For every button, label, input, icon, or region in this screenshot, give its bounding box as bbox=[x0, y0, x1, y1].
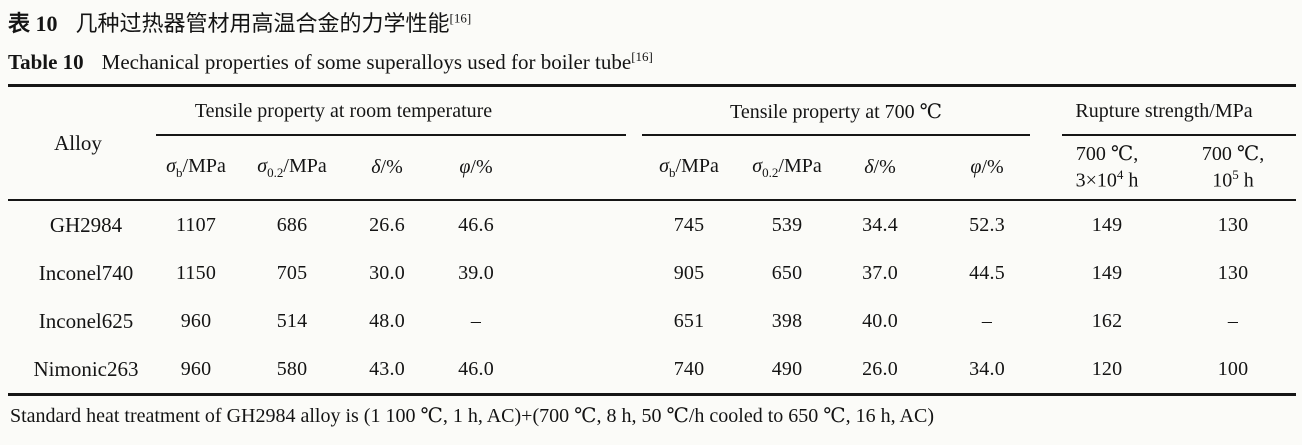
table-row: Inconel740 1150 705 30.0 39.0 905 650 37.0 44.5 1… bbox=[8, 249, 1296, 297]
value-cell: 46.0 bbox=[458, 357, 494, 380]
column-group-rupture-strength: Rupture strength/MPa bbox=[1044, 87, 1297, 137]
value-cell: 740 bbox=[673, 357, 705, 380]
column-group-rupture-strength-label: Rupture strength/MPa bbox=[1062, 88, 1297, 136]
value-cell: – bbox=[470, 309, 482, 332]
alloy-name-cell: Inconel740 bbox=[38, 260, 134, 285]
value-cell: 120 bbox=[1091, 357, 1123, 380]
value-cell: 44.5 bbox=[969, 261, 1005, 284]
table-row: Inconel625 960 514 48.0 – 651 398 40.0 – 162 – bbox=[8, 297, 1296, 345]
table-caption-en-label: Table 10 bbox=[8, 50, 84, 74]
column-subheader-rt-sigma-b: σb/MPa bbox=[148, 137, 244, 201]
value-cell: 52.3 bbox=[969, 213, 1005, 236]
table-row: Nimonic263 960 580 43.0 46.0 740 490 26.0 34.0 12… bbox=[8, 345, 1296, 393]
column-header-alloy: Alloy bbox=[8, 87, 148, 201]
column-subheader-rt-phi: φ/% bbox=[434, 137, 634, 201]
table-footnote: Standard heat treatment of GH2984 alloy … bbox=[10, 405, 934, 427]
value-cell: 130 bbox=[1217, 213, 1249, 236]
citation-superscript-en: [16] bbox=[631, 49, 653, 64]
value-cell: 43.0 bbox=[369, 357, 405, 380]
table-row: GH2984 1107 686 26.6 46.6 745 539 34.4 52.3 149 13… bbox=[8, 201, 1296, 249]
value-cell: 162 bbox=[1091, 309, 1123, 332]
column-group-tensile-room-temperature-label: Tensile property at room temperature bbox=[156, 88, 626, 136]
value-cell: 30.0 bbox=[369, 261, 405, 284]
group-header-row: Alloy Tensile property at room temperatu… bbox=[8, 87, 1297, 201]
value-cell: 130 bbox=[1217, 261, 1249, 284]
value-cell: 745 bbox=[673, 213, 705, 236]
value-cell: – bbox=[1227, 309, 1239, 332]
alloy-name-cell: Nimonic263 bbox=[33, 356, 139, 381]
table-caption-en-text: Mechanical properties of some superalloy… bbox=[101, 50, 632, 74]
value-cell: 686 bbox=[276, 213, 308, 236]
value-cell: 905 bbox=[673, 261, 705, 284]
table-caption-zh-label: 表 10 bbox=[8, 11, 58, 36]
value-cell: 398 bbox=[771, 309, 803, 332]
value-cell: 650 bbox=[771, 261, 803, 284]
column-subheader-ht-phi: φ/% bbox=[930, 137, 1045, 201]
column-subheader-rupture-700c-3e4h: 700 ℃, 3×104 h bbox=[1044, 137, 1171, 201]
column-subheader-ht-sigma-0-2: σ0.2/MPa bbox=[744, 137, 830, 201]
value-cell: 960 bbox=[180, 309, 212, 332]
column-subheader-rupture-700c-1e5h: 700 ℃, 105 h bbox=[1170, 137, 1297, 201]
value-cell: 705 bbox=[276, 261, 308, 284]
alloy-name-cell: Inconel625 bbox=[38, 308, 134, 333]
value-cell: 26.0 bbox=[862, 357, 898, 380]
citation-superscript-zh: [16] bbox=[449, 10, 472, 26]
value-cell: 1150 bbox=[175, 261, 217, 284]
value-cell: 490 bbox=[771, 357, 803, 380]
value-cell: 39.0 bbox=[458, 261, 494, 284]
value-cell: – bbox=[981, 309, 993, 332]
value-cell: 48.0 bbox=[369, 309, 405, 332]
value-cell: 149 bbox=[1091, 261, 1123, 284]
column-subheader-ht-delta: δ/% bbox=[830, 137, 930, 201]
value-cell: 34.0 bbox=[969, 357, 1005, 380]
value-cell: 100 bbox=[1217, 357, 1249, 380]
value-cell: 1107 bbox=[175, 213, 217, 236]
value-cell: 960 bbox=[180, 357, 212, 380]
mechanical-properties-table: Alloy Tensile property at room temperatu… bbox=[8, 84, 1297, 396]
value-cell: 37.0 bbox=[862, 261, 898, 284]
column-subheader-rt-delta: δ/% bbox=[340, 137, 434, 201]
alloy-name-cell: GH2984 bbox=[49, 212, 123, 237]
value-cell: 26.6 bbox=[369, 213, 405, 236]
subheader-row: σb/MPa σ0.2/MPa δ/% φ/% σb/MPa σ0.2/MPa δ/% φ/%… bbox=[8, 137, 1297, 201]
value-cell: 34.4 bbox=[862, 213, 898, 236]
value-cell: 539 bbox=[771, 213, 803, 236]
table-caption-en: Table 10 Mechanical properties of some su… bbox=[8, 46, 1296, 78]
column-subheader-ht-sigma-b: σb/MPa bbox=[634, 137, 744, 201]
value-cell: 149 bbox=[1091, 213, 1123, 236]
value-cell: 40.0 bbox=[862, 309, 898, 332]
value-cell: 514 bbox=[276, 309, 308, 332]
column-subheader-rt-sigma-0-2: σ0.2/MPa bbox=[244, 137, 340, 201]
column-group-tensile-700c-label: Tensile property at 700 ℃ bbox=[642, 88, 1031, 136]
table-caption-zh: 表 10 几种过热器管材用高温合金的力学性能[16] bbox=[8, 8, 1296, 40]
value-cell: 580 bbox=[276, 357, 308, 380]
column-group-tensile-room-temperature: Tensile property at room temperature bbox=[148, 87, 634, 137]
value-cell: 46.6 bbox=[458, 213, 494, 236]
table-body: GH2984 1107 686 26.6 46.6 745 539 34.4 52.3 149 13… bbox=[8, 201, 1296, 393]
value-cell: 651 bbox=[673, 309, 705, 332]
table-caption-zh-text: 几种过热器管材用高温合金的力学性能 bbox=[75, 11, 450, 36]
column-group-tensile-700c: Tensile property at 700 ℃ bbox=[634, 87, 1044, 137]
